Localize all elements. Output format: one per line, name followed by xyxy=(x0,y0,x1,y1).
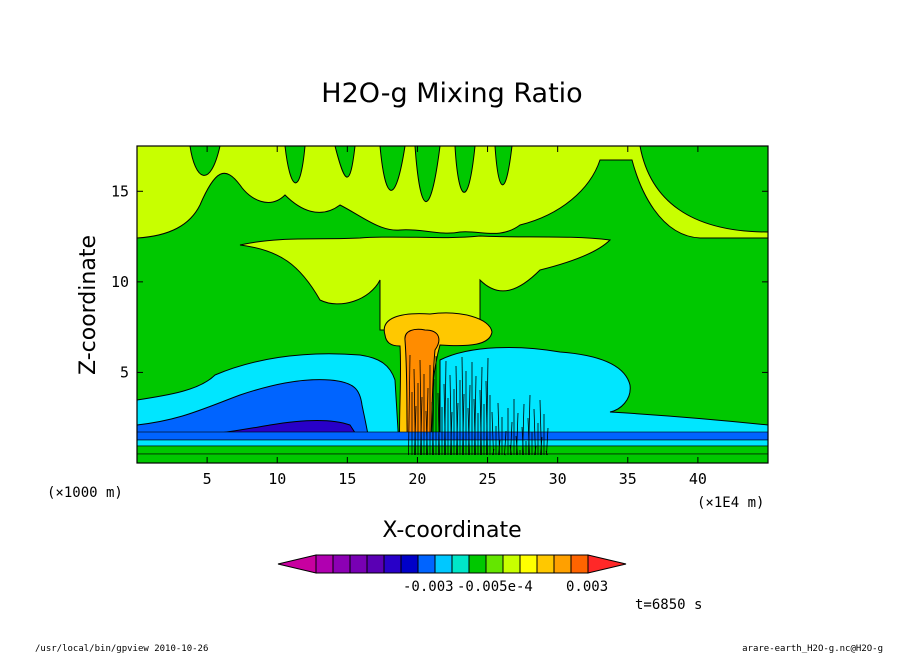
convection-streak xyxy=(444,360,447,456)
convection-streak xyxy=(510,421,513,456)
convection-streak xyxy=(450,411,453,456)
footer-left: /usr/local/bin/gpview 2010-10-26 xyxy=(35,644,208,654)
footer-right: arare-earth_H2O-g.nc@H2O-g xyxy=(742,644,883,654)
y-tick-label: 5 xyxy=(120,363,129,381)
convection-streak xyxy=(546,427,549,456)
x-tick-label: 20 xyxy=(408,470,426,488)
colorbar-swatch xyxy=(519,554,538,574)
upper-green-streak xyxy=(189,146,768,233)
convection-streak xyxy=(474,375,477,456)
convection-streak xyxy=(504,430,507,456)
anvil-region xyxy=(239,235,612,331)
colorbar-swatch xyxy=(485,554,504,574)
convection-streak xyxy=(522,403,525,456)
convection-streak xyxy=(540,436,543,456)
colorbar-swatch xyxy=(400,554,419,574)
convection-streak xyxy=(533,408,536,456)
convection-streak xyxy=(534,445,537,456)
convection-streak xyxy=(480,366,483,456)
x-unit-right: (×1E4 m) xyxy=(697,495,764,511)
colorbar-swatch xyxy=(434,554,453,574)
convection-streak xyxy=(456,402,459,456)
colorbar-swatch xyxy=(417,554,436,574)
convection-streak xyxy=(492,448,495,456)
colorbar-swatch xyxy=(383,554,402,574)
x-tick-label: 25 xyxy=(479,470,497,488)
convection-streak xyxy=(426,387,429,456)
convection-streak xyxy=(414,405,417,456)
convection-streak xyxy=(408,354,411,456)
convection-streak xyxy=(438,369,441,456)
colorbar-label-min: -0.003 xyxy=(403,579,454,595)
convection-contours xyxy=(408,354,549,456)
colorbar xyxy=(277,554,627,574)
colorbar-swatch xyxy=(451,554,470,574)
x-tick-label: 30 xyxy=(549,470,567,488)
bottom-blue-stripe xyxy=(137,431,768,441)
x-axis-label: X-coordinate xyxy=(382,518,521,543)
colorbar-swatch xyxy=(315,554,334,574)
colorbar-min-arrow xyxy=(277,554,317,574)
convection-streak xyxy=(420,396,423,456)
y-tick-label: 10 xyxy=(111,273,129,291)
convection-streak xyxy=(516,412,519,456)
colorbar-label-mid: -0.005e-4 xyxy=(457,579,533,595)
colorbar-swatch xyxy=(366,554,385,574)
time-label: t=6850 s xyxy=(635,597,702,613)
y-axis-label: Z-coordinate xyxy=(76,235,101,375)
chart-title: H2O-g Mixing Ratio xyxy=(321,78,582,109)
bottom-cyan-stripe xyxy=(137,439,768,447)
colorbar-swatch xyxy=(570,554,589,574)
x-tick-label: 10 xyxy=(268,470,286,488)
convection-streak xyxy=(462,393,465,456)
convection-streak xyxy=(528,394,531,456)
x-tick-label: 15 xyxy=(338,470,356,488)
x-unit-left: (×1000 m) xyxy=(47,485,123,501)
colorbar-swatch xyxy=(332,554,351,574)
colorbar-label-max: 0.003 xyxy=(566,579,608,595)
y-axis: 5 10 15 xyxy=(111,182,768,381)
y-tick-label: 15 xyxy=(111,182,129,200)
convection-streak xyxy=(486,357,489,456)
colorbar-swatch xyxy=(502,554,521,574)
x-axis: 5 10 15 20 25 30 35 40 xyxy=(203,146,707,488)
x-tick-label: 35 xyxy=(619,470,637,488)
colorbar-swatch xyxy=(536,554,555,574)
plot-frame xyxy=(136,145,769,464)
colorbar-swatch xyxy=(349,554,368,574)
convection-streak xyxy=(468,384,471,456)
convection-streak xyxy=(432,378,435,456)
bottom-green-stripe xyxy=(137,445,768,455)
surface-green-stripe xyxy=(137,453,768,463)
x-tick-label: 40 xyxy=(689,470,707,488)
colorbar-swatch xyxy=(553,554,572,574)
colorbar-swatch xyxy=(468,554,487,574)
convection-streak xyxy=(491,411,494,456)
plot-area: 5 10 15 20 25 30 35 40 5 10 15 xyxy=(111,145,769,488)
x-tick-label: 5 xyxy=(203,470,212,488)
colorbar-max-arrow xyxy=(587,554,627,574)
convection-streak xyxy=(498,439,501,456)
